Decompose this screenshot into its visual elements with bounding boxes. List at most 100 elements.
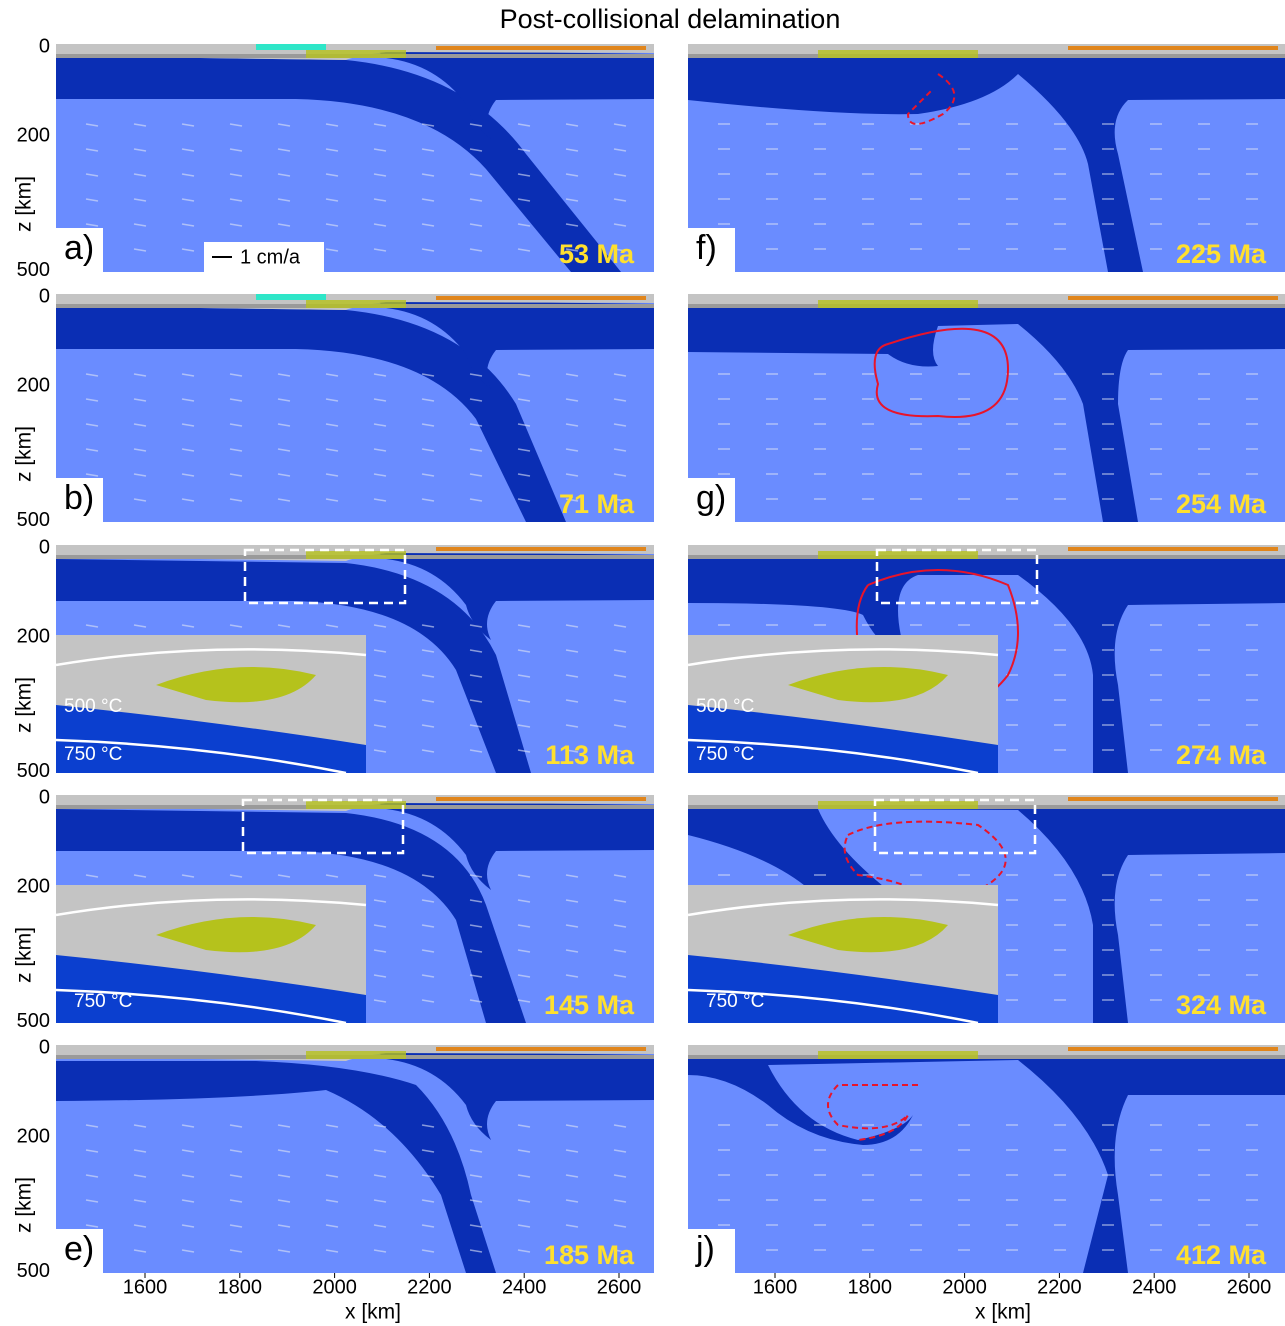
inset: 750 °C	[688, 885, 998, 1023]
panel: g) 254 Ma	[688, 294, 1285, 522]
inset: 500 °C 750 °C	[688, 635, 998, 773]
panel-label: e)	[64, 1230, 94, 1268]
panel-age: 145 Ma	[544, 990, 635, 1020]
z-tick-label: 500	[17, 259, 50, 281]
z-axis-label: z [km]	[13, 677, 36, 733]
sediment	[818, 300, 978, 308]
x-tick-label: 2600	[597, 1276, 642, 1298]
z-tick-label: 0	[39, 786, 50, 808]
panel: e) 185 Ma	[56, 1045, 654, 1273]
z-tick-label: 200	[17, 876, 50, 898]
z-tick-label: 0	[39, 35, 50, 57]
sediment	[818, 1051, 978, 1059]
crust-lower	[688, 1055, 1285, 1059]
panel: c)113 Ma500 °C750 °C	[56, 545, 654, 773]
z-axis-label: z [km]	[13, 176, 36, 232]
sediment	[306, 801, 406, 809]
panel-age: 274 Ma	[1176, 740, 1267, 770]
x-tick-label: 1800	[218, 1276, 263, 1298]
inset-label: 750 °C	[696, 744, 754, 765]
panel-label: j)	[695, 1230, 715, 1268]
crust-lower	[688, 54, 1285, 58]
panel-age: 412 Ma	[1176, 1240, 1267, 1270]
panel-age: 254 Ma	[1176, 489, 1267, 519]
inset: 750 °C	[56, 885, 366, 1023]
x-tick-label: 1600	[123, 1276, 168, 1298]
x-tick-label: 1800	[848, 1276, 893, 1298]
inset-label: 750 °C	[64, 744, 122, 765]
z-tick-label: 200	[17, 626, 50, 648]
panel: f) 225 Ma	[688, 44, 1285, 272]
sea	[256, 294, 326, 300]
z-tick-label: 0	[39, 1036, 50, 1058]
sediment	[818, 50, 978, 58]
sediment-right	[436, 46, 646, 50]
x-tick-label: 2200	[1037, 1276, 1082, 1298]
panel: a) 53 Ma 1 cm/a	[56, 44, 654, 272]
z-tick-label: 500	[17, 509, 50, 531]
sediment-right	[1068, 296, 1278, 300]
sediment	[306, 1051, 406, 1059]
panel: b) 71 Ma	[56, 294, 654, 522]
x-tick-label: 2000	[312, 1276, 357, 1298]
z-tick-label: 200	[17, 1126, 50, 1148]
panel-age: 185 Ma	[544, 1240, 635, 1270]
sediment-right	[436, 296, 646, 300]
panel-age: 53 Ma	[559, 239, 635, 269]
crust-lower	[688, 304, 1285, 308]
inset-label: 750 °C	[706, 991, 764, 1012]
figure-title: Post-collisional delamination	[500, 4, 841, 34]
inset-label: 500 °C	[64, 696, 122, 717]
x-tick-label: 2600	[1227, 1276, 1272, 1298]
inset-label: 750 °C	[74, 991, 132, 1012]
scale-label: 1 cm/a	[240, 246, 301, 268]
sediment-right	[436, 547, 646, 551]
panel-label: g)	[696, 479, 726, 517]
panel-label: b)	[64, 479, 94, 517]
z-tick-label: 500	[17, 1010, 50, 1032]
panel-age: 225 Ma	[1176, 239, 1267, 269]
sediment-right	[1068, 797, 1278, 801]
z-tick-label: 0	[39, 285, 50, 307]
z-tick-label: 500	[17, 760, 50, 782]
panel: j) 412 Ma	[688, 1045, 1285, 1273]
sea	[256, 44, 326, 50]
panel-age: 71 Ma	[559, 489, 635, 519]
sediment	[818, 801, 978, 809]
x-tick-label: 1600	[753, 1276, 798, 1298]
sediment	[818, 551, 978, 559]
sediment-right	[1068, 46, 1278, 50]
x-axis-label: x [km]	[345, 1301, 401, 1324]
x-tick-label: 2000	[942, 1276, 987, 1298]
z-axis-label: z [km]	[13, 927, 36, 983]
x-tick-label: 2400	[1132, 1276, 1177, 1298]
x-tick-label: 2400	[502, 1276, 547, 1298]
z-tick-label: 200	[17, 375, 50, 397]
z-tick-label: 200	[17, 125, 50, 147]
z-axis-label: z [km]	[13, 1177, 36, 1233]
figure: Post-collisional delamination a) 53 Ma 1 c…	[0, 0, 1285, 1326]
panel-label: a)	[64, 229, 94, 267]
panel-age: 113 Ma	[545, 740, 635, 770]
sediment-right	[436, 1047, 646, 1051]
crust-lower	[688, 555, 1285, 559]
sediment	[306, 551, 406, 559]
z-tick-label: 500	[17, 1260, 50, 1282]
crust-lower	[688, 805, 1285, 809]
x-tick-label: 2200	[407, 1276, 452, 1298]
z-tick-label: 0	[39, 536, 50, 558]
panel-age: 324 Ma	[1176, 990, 1267, 1020]
sediment	[306, 50, 406, 58]
sediment-right	[1068, 1047, 1278, 1051]
x-axis-label: x [km]	[975, 1301, 1031, 1324]
sediment	[306, 300, 406, 308]
inset-label: 500 °C	[696, 696, 754, 717]
inset: 500 °C 750 °C	[56, 635, 366, 773]
sediment-right	[1068, 547, 1278, 551]
panel-label: f)	[696, 229, 717, 267]
z-axis-label: z [km]	[13, 426, 36, 482]
sediment-right	[436, 797, 646, 801]
